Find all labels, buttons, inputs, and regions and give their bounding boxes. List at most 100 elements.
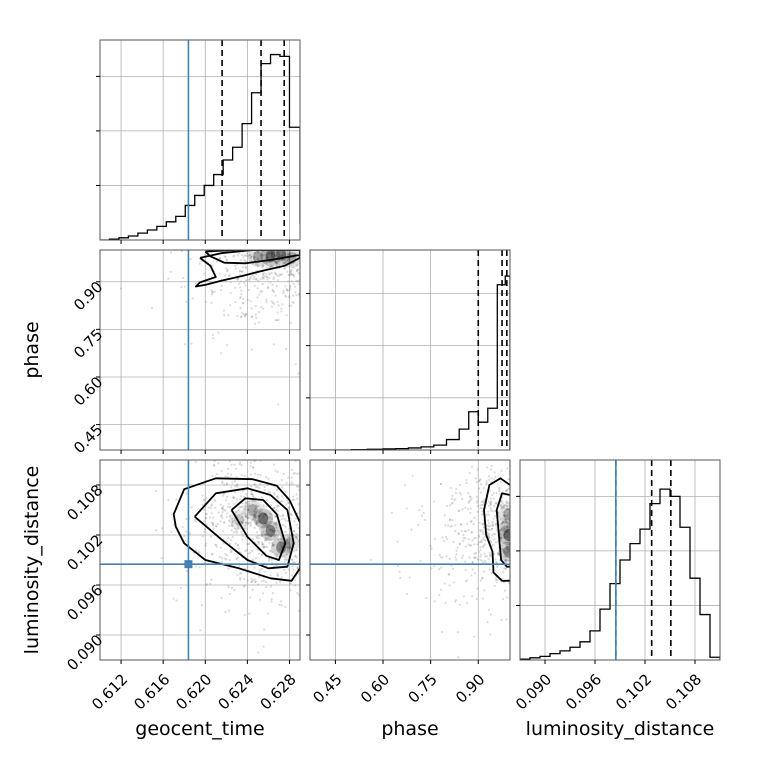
sample-point (225, 482, 228, 485)
sample-point (263, 570, 266, 573)
sample-point (293, 285, 297, 288)
sample-point (243, 474, 246, 478)
sample-point (481, 523, 484, 526)
sample-point (399, 576, 402, 580)
sample-point (476, 510, 479, 513)
sample-point (439, 588, 442, 591)
sample-point (271, 265, 274, 268)
sample-point (199, 629, 202, 632)
sample-point (283, 259, 286, 262)
sample-point (230, 463, 233, 466)
sample-point (233, 491, 237, 494)
sample-point (479, 504, 482, 507)
sample-point (272, 276, 275, 279)
sample-point (239, 572, 243, 575)
sample-point (458, 542, 461, 545)
sample-point (175, 498, 178, 501)
sample-point (242, 259, 246, 262)
sample-point (256, 473, 259, 476)
sample-point (491, 509, 494, 513)
sample-point (262, 545, 266, 549)
sample-point (486, 510, 490, 513)
sample-point (201, 494, 204, 497)
sample-point (237, 565, 241, 568)
sample-point (293, 472, 296, 475)
sample-point (224, 509, 227, 512)
sample-point (230, 586, 234, 589)
sample-point (289, 582, 292, 585)
sample-point (286, 252, 290, 255)
sample-point (244, 312, 247, 316)
sample-point (468, 471, 471, 475)
y-tick-label: 0.75 (70, 325, 106, 361)
sample-point (450, 487, 453, 490)
sample-point (475, 495, 479, 498)
sample-point (233, 480, 237, 483)
sample-point (418, 508, 421, 512)
sample-point (241, 538, 244, 541)
sample-point (505, 536, 508, 539)
sample-point (251, 519, 254, 522)
sample-point (233, 254, 236, 257)
sample-point (467, 543, 470, 546)
sample-point (236, 556, 240, 559)
contour-inner (230, 497, 287, 561)
sample-point (489, 524, 492, 527)
sample-point (251, 518, 254, 521)
sample-point (495, 491, 498, 494)
panel-scatter-phase-luminosity_distance (306, 459, 511, 664)
sample-point (475, 501, 479, 504)
sample-point (485, 513, 489, 516)
sample-point (248, 542, 251, 546)
sample-point (204, 561, 207, 564)
sample-point (179, 586, 183, 589)
sample-point (439, 482, 443, 485)
sample-point (261, 276, 264, 279)
sample-point (281, 254, 284, 257)
sample-point (219, 546, 223, 549)
sample-point (289, 259, 292, 262)
sample-point (467, 501, 470, 504)
sample-point (284, 262, 287, 265)
sample-point (210, 293, 214, 296)
sample-point (490, 571, 493, 575)
sample-point (504, 561, 508, 564)
sample-point (270, 585, 273, 588)
sample-point (272, 463, 276, 466)
sample-point (507, 513, 510, 516)
sample-point (448, 557, 451, 560)
sample-point (249, 473, 253, 476)
sample-point (432, 565, 436, 568)
sample-point (295, 485, 298, 488)
sample-point (293, 530, 296, 533)
sample-point (283, 555, 286, 559)
sample-point (457, 532, 460, 536)
sample-point (476, 499, 479, 502)
sample-point (244, 254, 247, 257)
sample-point (487, 475, 491, 478)
sample-point (250, 348, 253, 351)
sample-point (506, 467, 509, 470)
panel-hist-phase (306, 249, 511, 454)
sample-point (449, 525, 452, 528)
sample-point (482, 503, 485, 506)
sample-point (211, 474, 214, 477)
sample-point (481, 545, 485, 549)
sample-point (264, 537, 268, 540)
sample-point (500, 618, 503, 622)
sample-point (234, 542, 237, 545)
sample-point (285, 556, 288, 559)
sample-point (472, 556, 476, 559)
sample-point (458, 491, 461, 494)
sample-point (480, 503, 484, 506)
sample-point (274, 272, 277, 275)
sample-point (291, 483, 294, 486)
sample-point (288, 284, 292, 287)
sample-point (255, 521, 258, 525)
sample-point (487, 608, 491, 611)
sample-point (242, 302, 245, 305)
sample-point (462, 595, 466, 598)
sample-point (210, 289, 213, 292)
sample-point (203, 530, 206, 533)
sample-point (241, 311, 244, 314)
